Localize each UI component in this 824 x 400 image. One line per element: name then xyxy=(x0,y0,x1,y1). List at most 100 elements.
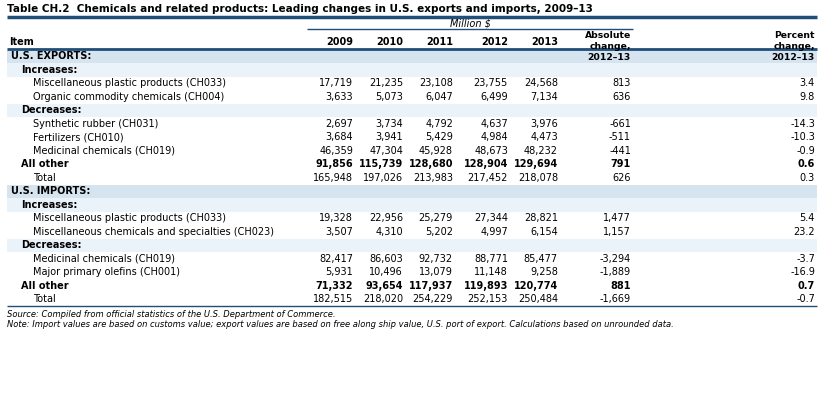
Text: 1,157: 1,157 xyxy=(603,227,631,237)
Text: 4,792: 4,792 xyxy=(425,119,453,129)
Text: 19,328: 19,328 xyxy=(319,213,353,223)
Text: 23.2: 23.2 xyxy=(794,227,815,237)
Text: 86,603: 86,603 xyxy=(369,254,403,264)
Text: 17,719: 17,719 xyxy=(319,78,353,88)
Text: 0.7: 0.7 xyxy=(798,281,815,291)
Text: 4,473: 4,473 xyxy=(531,132,558,142)
Text: -10.3: -10.3 xyxy=(790,132,815,142)
Text: 5,202: 5,202 xyxy=(425,227,453,237)
Text: -661: -661 xyxy=(609,119,631,129)
Text: 6,499: 6,499 xyxy=(480,92,508,102)
Text: 213,983: 213,983 xyxy=(413,173,453,183)
Text: 128,904: 128,904 xyxy=(464,159,508,169)
Text: 9.8: 9.8 xyxy=(800,92,815,102)
Text: -441: -441 xyxy=(609,146,631,156)
Text: 4,997: 4,997 xyxy=(480,227,508,237)
Text: 85,477: 85,477 xyxy=(524,254,558,264)
Text: 7,134: 7,134 xyxy=(531,92,558,102)
Text: 791: 791 xyxy=(611,159,631,169)
Text: 218,020: 218,020 xyxy=(363,294,403,304)
Text: 182,515: 182,515 xyxy=(313,294,353,304)
Text: 3,976: 3,976 xyxy=(531,119,558,129)
Bar xyxy=(7,198,817,212)
Text: 3,684: 3,684 xyxy=(325,132,353,142)
Text: Million $: Million $ xyxy=(450,19,490,29)
Text: Total: Total xyxy=(33,294,56,304)
Bar xyxy=(7,50,817,63)
Text: 3,941: 3,941 xyxy=(376,132,403,142)
Text: -1,889: -1,889 xyxy=(600,267,631,277)
Text: 48,232: 48,232 xyxy=(524,146,558,156)
Text: Increases:: Increases: xyxy=(21,200,77,210)
Text: 3.4: 3.4 xyxy=(800,78,815,88)
Text: 47,304: 47,304 xyxy=(369,146,403,156)
Text: 636: 636 xyxy=(612,92,631,102)
Text: 93,654: 93,654 xyxy=(366,281,403,291)
Text: 0.6: 0.6 xyxy=(798,159,815,169)
Text: 813: 813 xyxy=(612,78,631,88)
Text: 71,332: 71,332 xyxy=(316,281,353,291)
Text: 22,956: 22,956 xyxy=(369,213,403,223)
Text: 250,484: 250,484 xyxy=(517,294,558,304)
Text: 254,229: 254,229 xyxy=(413,294,453,304)
Text: Absolute
change,
2012–13: Absolute change, 2012–13 xyxy=(585,31,631,62)
Text: Medicinal chemicals (CH019): Medicinal chemicals (CH019) xyxy=(33,254,175,264)
Text: -0.9: -0.9 xyxy=(796,146,815,156)
Text: 4,310: 4,310 xyxy=(376,227,403,237)
Text: 28,821: 28,821 xyxy=(524,213,558,223)
Text: 128,680: 128,680 xyxy=(409,159,453,169)
Text: Miscellaneous plastic products (CH033): Miscellaneous plastic products (CH033) xyxy=(33,78,226,88)
Text: 23,108: 23,108 xyxy=(419,78,453,88)
Text: All other: All other xyxy=(21,159,68,169)
Text: 252,153: 252,153 xyxy=(468,294,508,304)
Text: Organic commodity chemicals (CH004): Organic commodity chemicals (CH004) xyxy=(33,92,224,102)
Bar xyxy=(7,104,817,117)
Text: 23,755: 23,755 xyxy=(474,78,508,88)
Text: 46,359: 46,359 xyxy=(319,146,353,156)
Text: -0.7: -0.7 xyxy=(796,294,815,304)
Text: Total: Total xyxy=(33,173,56,183)
Text: 6,047: 6,047 xyxy=(425,92,453,102)
Text: 91,856: 91,856 xyxy=(316,159,353,169)
Text: 2,697: 2,697 xyxy=(325,119,353,129)
Text: 24,568: 24,568 xyxy=(524,78,558,88)
Text: Miscellaneous plastic products (CH033): Miscellaneous plastic products (CH033) xyxy=(33,213,226,223)
Text: Item: Item xyxy=(9,37,34,47)
Text: Miscellaneous chemicals and specialties (CH023): Miscellaneous chemicals and specialties … xyxy=(33,227,274,237)
Text: 115,739: 115,739 xyxy=(358,159,403,169)
Text: 4,637: 4,637 xyxy=(480,119,508,129)
Text: Note: Import values are based on customs value; export values are based on free : Note: Import values are based on customs… xyxy=(7,320,674,329)
Text: 2010: 2010 xyxy=(376,37,403,47)
Bar xyxy=(7,184,817,198)
Text: 6,154: 6,154 xyxy=(531,227,558,237)
Text: -511: -511 xyxy=(609,132,631,142)
Text: 82,417: 82,417 xyxy=(319,254,353,264)
Text: 3,507: 3,507 xyxy=(325,227,353,237)
Text: Percent
change,
2012–13: Percent change, 2012–13 xyxy=(772,31,815,62)
Text: -1,669: -1,669 xyxy=(600,294,631,304)
Text: 881: 881 xyxy=(611,281,631,291)
Text: 2009: 2009 xyxy=(326,37,353,47)
Text: 165,948: 165,948 xyxy=(313,173,353,183)
Text: 11,148: 11,148 xyxy=(475,267,508,277)
Text: 5,073: 5,073 xyxy=(375,92,403,102)
Text: 217,452: 217,452 xyxy=(468,173,508,183)
Text: 48,673: 48,673 xyxy=(474,146,508,156)
Text: 2013: 2013 xyxy=(531,37,558,47)
Text: 10,496: 10,496 xyxy=(369,267,403,277)
Text: 1,477: 1,477 xyxy=(603,213,631,223)
Text: 92,732: 92,732 xyxy=(419,254,453,264)
Text: 88,771: 88,771 xyxy=(474,254,508,264)
Text: -3.7: -3.7 xyxy=(796,254,815,264)
Text: 5.4: 5.4 xyxy=(799,213,815,223)
Text: Fertilizers (CH010): Fertilizers (CH010) xyxy=(33,132,124,142)
Text: -14.3: -14.3 xyxy=(790,119,815,129)
Text: U.S. IMPORTS:: U.S. IMPORTS: xyxy=(11,186,91,196)
Text: 2011: 2011 xyxy=(426,37,453,47)
Bar xyxy=(7,238,817,252)
Text: 197,026: 197,026 xyxy=(363,173,403,183)
Text: 3,734: 3,734 xyxy=(375,119,403,129)
Text: 120,774: 120,774 xyxy=(513,281,558,291)
Text: 626: 626 xyxy=(612,173,631,183)
Text: 21,235: 21,235 xyxy=(369,78,403,88)
